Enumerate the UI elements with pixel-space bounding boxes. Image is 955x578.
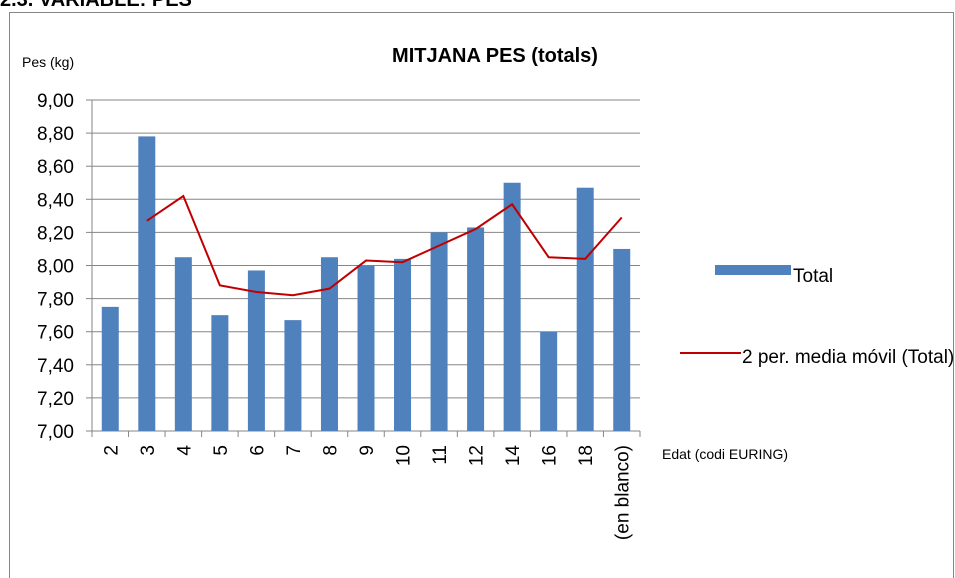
bar [576,187,594,431]
y-tick-label: 7,40 [37,356,74,377]
bar [613,248,631,431]
y-axis-label: Pes (kg) [22,54,74,70]
y-tick-label: 7,00 [37,422,74,443]
bar [138,136,156,431]
x-tick-label: 6 [247,445,268,456]
x-axis-label: Edat (codi EURING) [662,446,788,462]
y-tick-label: 8,20 [37,223,74,244]
bar [430,232,448,431]
y-tick-label: 9,00 [37,91,74,112]
x-tick-label: 14 [503,445,524,467]
x-tick-label: 4 [174,445,195,456]
chart-title: MITJANA PES (totals) [392,45,598,67]
x-tick-label: 7 [284,445,305,456]
bar [503,182,521,431]
y-tick-label: 8,00 [37,257,74,278]
x-tick-label: 10 [394,445,415,466]
y-tick-label: 7,20 [37,389,74,410]
y-tick-label: 7,60 [37,323,74,344]
y-tick-label: 7,80 [37,290,74,311]
legend-swatch [715,265,791,275]
y-tick-label: 8,80 [37,124,74,145]
bar [247,270,265,431]
x-tick-label: 18 [576,445,597,466]
line-series [146,194,623,297]
bar [540,331,558,431]
x-tick-label: 9 [357,445,378,456]
x-tick-label: 8 [320,445,341,456]
x-tick-label: 16 [540,445,561,466]
bar [394,258,412,431]
x-tick-label: 3 [138,445,159,456]
y-tick-label: 8,60 [37,157,74,178]
bar [467,227,485,431]
x-tick-label: (en blanco) [613,445,634,540]
y-tick-label: 8,40 [37,190,74,211]
bar [320,257,338,431]
bar [211,315,229,431]
bar [174,257,192,431]
x-tick-label: 12 [467,445,488,466]
legend-label: Total [793,266,833,287]
legend-label: 2 per. media móvil (Total) [742,347,955,368]
chart-border [9,12,954,578]
bar [357,265,375,431]
bar [284,320,302,431]
x-tick-label: 2 [101,445,122,456]
x-tick-label: 5 [211,445,232,456]
bar [101,306,119,431]
x-tick-label: 11 [430,445,451,465]
page-heading: 2.3. VARIABLE: PES [0,0,192,11]
